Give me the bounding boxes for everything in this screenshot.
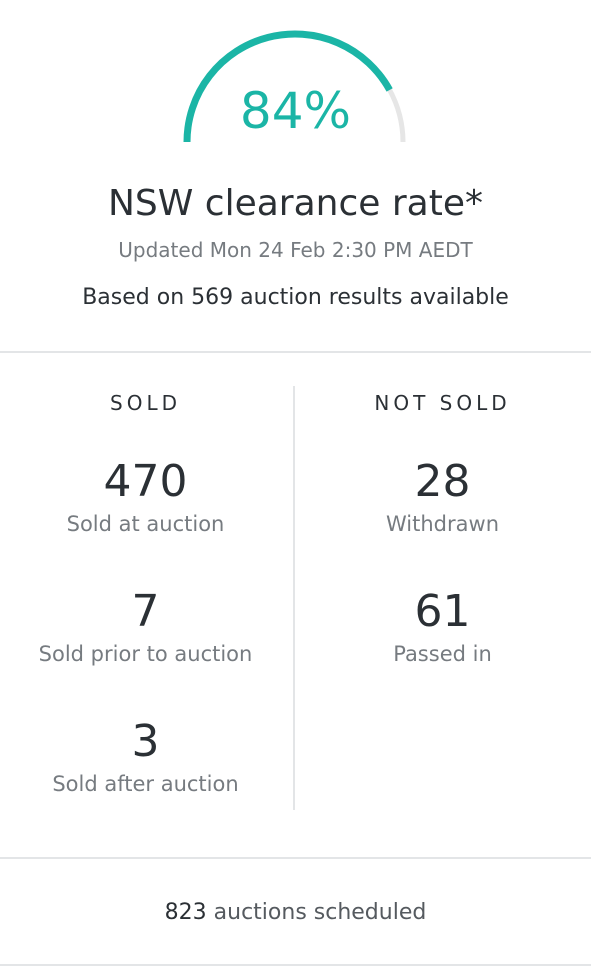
stat-sold-at-auction: 470 Sold at auction bbox=[0, 456, 291, 538]
results-summary: Based on 569 auction results available bbox=[0, 284, 591, 312]
clearance-percent: 84% bbox=[239, 82, 352, 140]
column-divider bbox=[293, 386, 295, 810]
stat-label: Sold after auction bbox=[52, 772, 239, 796]
not-sold-heading: NOT SOLD bbox=[374, 391, 511, 415]
stat-value: 470 bbox=[103, 456, 188, 507]
based-prefix: Based on bbox=[82, 285, 185, 310]
page-title: NSW clearance rate* bbox=[107, 183, 483, 224]
stat-label: Withdrawn bbox=[386, 512, 499, 536]
stat-passed-in: 61 Passed in bbox=[297, 586, 588, 668]
stat-label: Sold at auction bbox=[66, 512, 225, 536]
based-count: 569 bbox=[191, 285, 234, 310]
section-divider-footer bbox=[0, 964, 591, 966]
stat-label: Sold prior to auction bbox=[38, 642, 253, 666]
scheduled-label: auctions scheduled bbox=[213, 900, 427, 925]
sold-heading: SOLD bbox=[110, 391, 181, 415]
sold-column: SOLD 470 Sold at auction 7 Sold prior to… bbox=[0, 386, 291, 798]
stat-sold-prior: 7 Sold prior to auction bbox=[0, 586, 291, 668]
stat-label: Passed in bbox=[393, 642, 492, 666]
updated-timestamp: Updated Mon 24 Feb 2:30 PM AEDT bbox=[118, 238, 473, 262]
gauge-fill bbox=[183, 30, 393, 143]
not-sold-column: NOT SOLD 28 Withdrawn 61 Passed in bbox=[297, 386, 588, 668]
auctions-scheduled: 823 auctions scheduled bbox=[0, 898, 591, 928]
section-divider-bottom bbox=[0, 857, 591, 859]
stat-value: 3 bbox=[131, 716, 160, 767]
stat-value: 61 bbox=[414, 586, 471, 637]
based-suffix: auction results available bbox=[240, 285, 509, 310]
stat-sold-after: 3 Sold after auction bbox=[0, 716, 291, 798]
stat-withdrawn: 28 Withdrawn bbox=[297, 456, 588, 538]
clearance-gauge: 84% bbox=[0, 0, 591, 160]
stat-value: 7 bbox=[131, 586, 160, 637]
gauge-arc bbox=[183, 30, 406, 143]
scheduled-count: 823 bbox=[164, 900, 207, 925]
stat-value: 28 bbox=[414, 456, 471, 507]
section-divider-top bbox=[0, 351, 591, 353]
